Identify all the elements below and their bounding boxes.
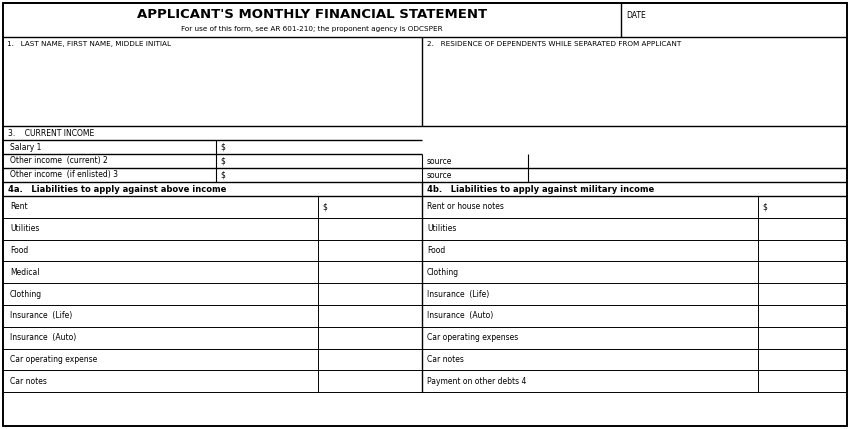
Text: Car operating expense: Car operating expense: [10, 355, 97, 364]
Text: $: $: [322, 202, 327, 211]
Text: source: source: [427, 157, 452, 166]
Text: For use of this form, see AR 601-210; the proponent agency is ODCSPER: For use of this form, see AR 601-210; th…: [181, 26, 443, 32]
Text: Utilities: Utilities: [10, 224, 39, 233]
Text: Other income  (current) 2: Other income (current) 2: [10, 157, 108, 166]
Text: Food: Food: [10, 246, 28, 255]
Text: 4b.   Liabilities to apply against military income: 4b. Liabilities to apply against militar…: [427, 184, 654, 193]
Text: Payment on other debts 4: Payment on other debts 4: [427, 377, 526, 386]
Text: Rent or house notes: Rent or house notes: [427, 202, 504, 211]
Text: source: source: [427, 170, 452, 179]
Text: Insurance  (Auto): Insurance (Auto): [10, 333, 76, 342]
Text: Insurance  (Auto): Insurance (Auto): [427, 311, 493, 320]
Text: Car notes: Car notes: [10, 377, 47, 386]
Text: DATE: DATE: [626, 11, 646, 20]
Text: Car operating expenses: Car operating expenses: [427, 333, 518, 342]
Text: Salary 1: Salary 1: [10, 142, 42, 151]
Text: 1.   LAST NAME, FIRST NAME, MIDDLE INITIAL: 1. LAST NAME, FIRST NAME, MIDDLE INITIAL: [7, 41, 171, 47]
Text: Medical: Medical: [10, 268, 39, 277]
Text: $: $: [220, 157, 225, 166]
Text: 2.   RESIDENCE OF DEPENDENTS WHILE SEPARATED FROM APPLICANT: 2. RESIDENCE OF DEPENDENTS WHILE SEPARAT…: [427, 41, 681, 47]
Text: $: $: [220, 142, 225, 151]
Text: Car notes: Car notes: [427, 355, 464, 364]
Text: Rent: Rent: [10, 202, 27, 211]
Text: Utilities: Utilities: [427, 224, 456, 233]
Text: Clothing: Clothing: [427, 268, 459, 277]
Text: Clothing: Clothing: [10, 290, 43, 299]
Text: $: $: [762, 202, 767, 211]
Text: Food: Food: [427, 246, 445, 255]
Text: Other income  (if enlisted) 3: Other income (if enlisted) 3: [10, 170, 118, 179]
Text: 4a.   Liabilities to apply against above income: 4a. Liabilities to apply against above i…: [8, 184, 226, 193]
Text: APPLICANT'S MONTHLY FINANCIAL STATEMENT: APPLICANT'S MONTHLY FINANCIAL STATEMENT: [137, 9, 487, 21]
Text: $: $: [220, 170, 225, 179]
Text: 3.    CURRENT INCOME: 3. CURRENT INCOME: [8, 129, 94, 138]
Text: Insurance  (Life): Insurance (Life): [10, 311, 72, 320]
Text: Insurance  (Life): Insurance (Life): [427, 290, 490, 299]
